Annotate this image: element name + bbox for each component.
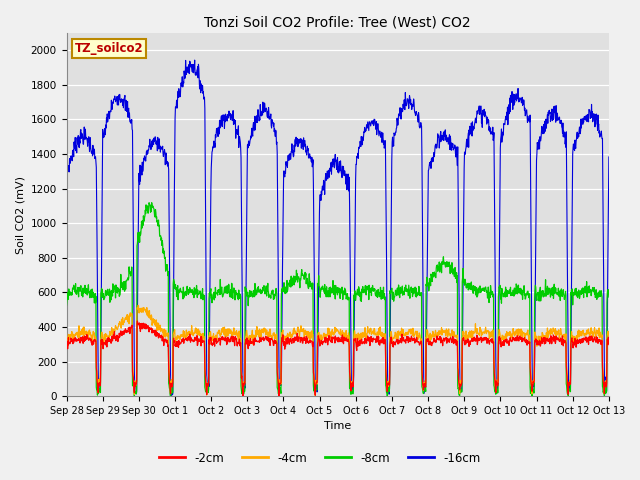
Title: Tonzi Soil CO2 Profile: Tree (West) CO2: Tonzi Soil CO2 Profile: Tree (West) CO2 [204,15,471,29]
Y-axis label: Soil CO2 (mV): Soil CO2 (mV) [15,176,25,253]
Legend: -2cm, -4cm, -8cm, -16cm: -2cm, -4cm, -8cm, -16cm [155,447,485,469]
Text: TZ_soilco2: TZ_soilco2 [75,42,143,55]
X-axis label: Time: Time [324,421,351,432]
